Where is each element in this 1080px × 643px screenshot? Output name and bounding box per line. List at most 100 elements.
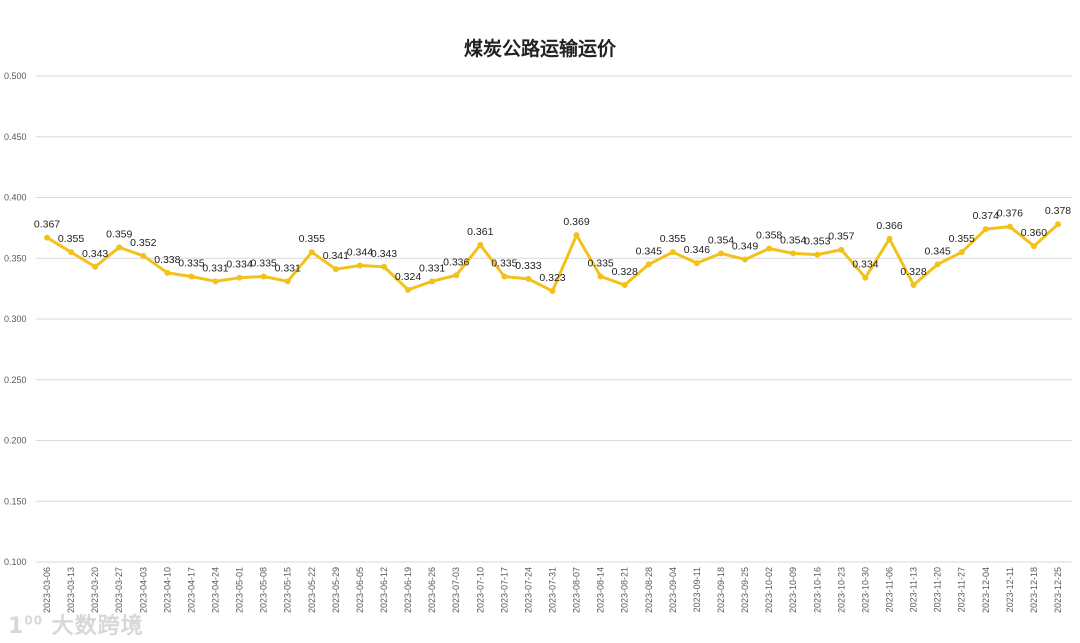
data-label: 0.328 (900, 266, 926, 278)
x-tick-label: 2023-12-04 (981, 567, 991, 613)
data-label: 0.378 (1045, 205, 1071, 217)
data-label: 0.346 (684, 244, 710, 256)
data-label: 0.343 (82, 248, 108, 260)
y-tick-label: 0.500 (4, 71, 27, 81)
y-tick-label: 0.100 (4, 557, 27, 567)
data-point (188, 273, 195, 280)
data-label: 0.331 (419, 262, 445, 274)
data-point (453, 272, 460, 279)
data-point (140, 252, 147, 259)
x-tick-label: 2023-07-10 (475, 567, 485, 613)
x-tick-label: 2023-06-26 (427, 567, 437, 613)
x-tick-label: 2023-09-11 (692, 567, 702, 612)
data-label: 0.336 (443, 256, 469, 268)
data-point (356, 262, 363, 269)
data-label: 0.353 (804, 236, 830, 248)
data-point (910, 281, 917, 288)
data-point (742, 256, 749, 263)
data-label: 0.359 (106, 228, 132, 240)
data-label: 0.345 (636, 245, 662, 257)
x-tick-label: 2023-10-02 (764, 567, 774, 613)
data-label: 0.366 (876, 220, 902, 232)
data-label: 0.331 (275, 262, 301, 274)
data-label: 0.374 (973, 210, 999, 222)
data-point (669, 249, 676, 256)
data-label: 0.354 (780, 234, 806, 246)
x-tick-label: 2023-04-10 (162, 567, 172, 613)
data-label: 0.334 (226, 259, 252, 271)
x-tick-label: 2023-06-19 (403, 567, 413, 613)
data-point (838, 246, 845, 253)
data-label: 0.341 (323, 250, 349, 262)
x-tick-label: 2023-08-21 (620, 567, 630, 613)
data-point (597, 273, 604, 280)
data-point (260, 273, 267, 280)
x-tick-label: 2023-07-24 (523, 567, 533, 613)
data-point (886, 235, 893, 242)
x-tick-label: 2023-05-08 (259, 567, 269, 613)
data-point (308, 249, 315, 256)
data-point (718, 250, 724, 257)
data-point (573, 232, 580, 239)
data-label: 0.323 (539, 272, 565, 284)
data-label: 0.355 (949, 233, 975, 245)
data-point (790, 250, 797, 257)
data-point (381, 263, 387, 270)
data-point (405, 286, 412, 293)
data-label: 0.361 (467, 226, 493, 238)
x-tick-label: 2023-07-17 (499, 567, 509, 613)
data-point (645, 261, 652, 268)
x-tick-label: 2023-07-31 (548, 567, 558, 613)
data-label: 0.358 (756, 230, 782, 242)
data-point (501, 273, 508, 280)
data-point (1055, 221, 1061, 228)
data-point (982, 226, 989, 233)
x-tick-label: 2023-03-27 (114, 567, 124, 613)
data-point (332, 266, 339, 273)
data-label: 0.376 (997, 208, 1023, 220)
x-tick-label: 2023-11-27 (957, 567, 967, 612)
x-tick-label: 2023-10-23 (836, 567, 846, 613)
x-tick-label: 2023-04-03 (138, 567, 148, 613)
x-tick-label: 2023-11-20 (933, 567, 943, 612)
y-tick-label: 0.350 (4, 253, 27, 263)
data-point (1030, 243, 1037, 250)
data-point (934, 261, 941, 268)
data-label: 0.357 (828, 231, 854, 243)
data-label: 0.360 (1021, 227, 1047, 239)
y-tick-label: 0.150 (4, 496, 27, 506)
y-tick-label: 0.250 (4, 375, 27, 385)
data-label: 0.354 (708, 234, 734, 246)
x-tick-label: 2023-06-12 (379, 567, 389, 613)
data-label: 0.349 (732, 240, 758, 252)
data-label: 0.335 (588, 257, 614, 269)
x-tick-label: 2023-08-14 (596, 567, 606, 613)
y-tick-label: 0.300 (4, 314, 27, 324)
data-label: 0.355 (58, 233, 84, 245)
x-tick-label: 2023-09-18 (716, 567, 726, 613)
data-point (621, 281, 628, 288)
chart-title: 煤炭公路运输运价 (463, 38, 616, 60)
x-tick-label: 2023-07-03 (451, 567, 461, 613)
x-tick-label: 2023-05-22 (307, 567, 317, 613)
data-point (766, 245, 773, 252)
x-tick-label: 2023-03-06 (42, 567, 52, 613)
data-point (477, 241, 484, 248)
x-tick-label: 2023-05-01 (235, 567, 245, 613)
data-label: 0.355 (660, 233, 686, 245)
data-label: 0.343 (371, 248, 397, 260)
data-label: 0.352 (130, 237, 156, 249)
data-label: 0.369 (563, 216, 589, 228)
y-tick-label: 0.200 (4, 436, 27, 446)
x-tick-label: 2023-11-06 (885, 567, 895, 612)
data-point (116, 244, 123, 251)
data-label: 0.367 (34, 219, 60, 231)
data-point (212, 278, 219, 285)
data-point (693, 260, 700, 267)
data-label: 0.345 (925, 245, 951, 257)
x-tick-label: 2023-12-25 (1053, 567, 1063, 613)
data-label: 0.338 (154, 254, 180, 266)
data-label: 0.333 (515, 260, 541, 272)
data-label: 0.331 (202, 262, 228, 274)
